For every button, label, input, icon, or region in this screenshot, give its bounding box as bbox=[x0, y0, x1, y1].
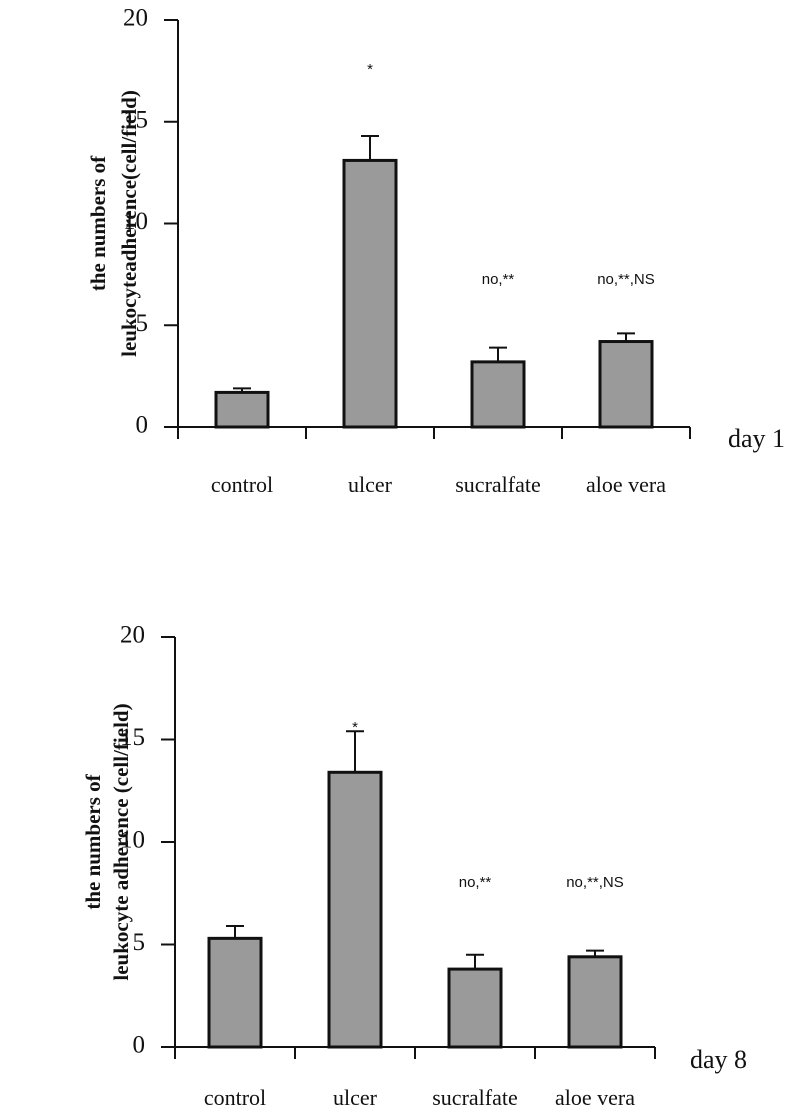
x-tick-label: aloe vera bbox=[586, 472, 666, 497]
bar bbox=[472, 362, 524, 427]
bar bbox=[216, 392, 268, 427]
x-tick-label: sucralfate bbox=[432, 1085, 518, 1110]
y-axis-label: leukocyte adherence (cell/field) bbox=[109, 703, 133, 980]
y-axis-label: the numbers of bbox=[81, 773, 105, 909]
annotation: no,** bbox=[482, 271, 515, 288]
y-tick-label: 20 bbox=[123, 5, 148, 32]
x-tick-label: ulcer bbox=[348, 472, 393, 497]
page: 05101520the numbers ofleukocyteadherence… bbox=[0, 0, 807, 1113]
y-tick-label: 5 bbox=[133, 929, 146, 956]
bar bbox=[569, 957, 621, 1047]
annotation: no,** bbox=[459, 874, 492, 891]
bar bbox=[344, 160, 396, 427]
x-axis-label: day 8 bbox=[690, 1045, 747, 1074]
x-tick-label: sucralfate bbox=[455, 472, 541, 497]
x-tick-label: control bbox=[211, 472, 273, 497]
x-tick-label: control bbox=[204, 1085, 266, 1110]
annotation: * bbox=[352, 719, 358, 736]
bar bbox=[209, 938, 261, 1047]
annotation: * bbox=[367, 61, 373, 78]
y-axis-label: the numbers of bbox=[86, 155, 110, 291]
x-tick-label: aloe vera bbox=[555, 1085, 635, 1110]
bar bbox=[600, 342, 652, 427]
y-tick-label: 0 bbox=[136, 412, 149, 439]
bar bbox=[449, 969, 501, 1047]
bar bbox=[329, 772, 381, 1047]
y-axis-label: leukocyteadherence(cell/field) bbox=[117, 90, 141, 357]
y-tick-label: 0 bbox=[133, 1032, 146, 1059]
annotation: no,**,NS bbox=[597, 271, 655, 288]
annotation: no,**,NS bbox=[566, 874, 624, 891]
x-axis-label: day 1 bbox=[728, 424, 785, 453]
y-tick-label: 20 bbox=[120, 622, 145, 649]
x-tick-label: ulcer bbox=[333, 1085, 378, 1110]
